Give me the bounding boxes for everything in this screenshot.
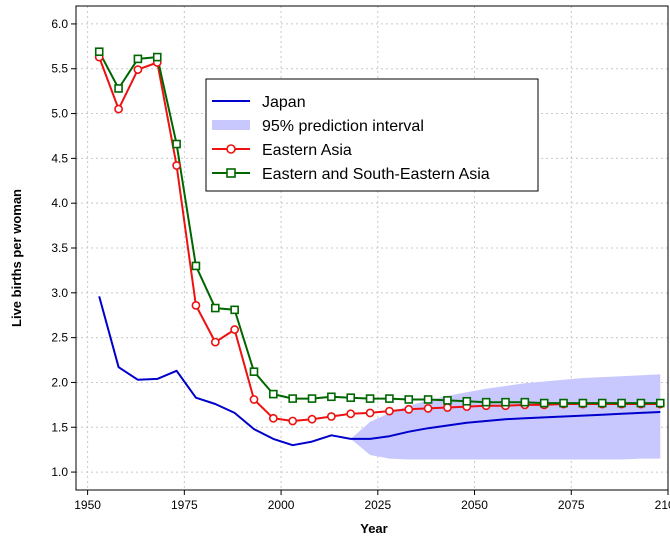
y-tick-label: 5.0: [51, 107, 68, 121]
series-point: [191, 261, 201, 271]
series-point: [346, 409, 356, 419]
y-axis-title: Live births per woman: [9, 189, 24, 327]
series-point: [539, 398, 549, 408]
series-point: [404, 395, 414, 404]
series-markers-layer: [94, 47, 665, 426]
legend-label: Eastern Asia: [262, 142, 352, 159]
x-tick-label: 2025: [364, 498, 391, 512]
legend-marker-square: [226, 168, 236, 178]
series-point: [481, 397, 491, 407]
series-point: [365, 408, 375, 418]
series-point: [191, 300, 201, 310]
x-axis-title: Year: [360, 521, 387, 536]
y-tick-label: 6.0: [51, 17, 68, 31]
series-point: [114, 104, 123, 114]
series-point: [520, 397, 530, 407]
series-point: [655, 398, 665, 408]
series-point: [636, 398, 646, 408]
series-point: [346, 393, 356, 402]
series-point: [307, 394, 317, 403]
series-point: [230, 305, 239, 315]
series-point: [249, 367, 259, 376]
x-tick-label: 2050: [461, 498, 488, 512]
series-point: [249, 395, 259, 404]
series-point: [114, 84, 123, 93]
series-point: [288, 416, 298, 426]
series-point: [462, 396, 472, 406]
series-point: [578, 398, 588, 408]
y-tick-label: 3.5: [51, 241, 68, 255]
x-tick-label: 2100: [655, 498, 670, 512]
series-point: [385, 406, 394, 416]
legend-box: [205, 78, 539, 192]
series-point: [326, 412, 336, 421]
series-point: [443, 396, 452, 405]
y-tick-label: 3.0: [51, 286, 68, 300]
legend-label: 95% prediction interval: [262, 118, 424, 135]
series-point: [385, 394, 394, 403]
series-point: [172, 139, 181, 149]
series-point: [327, 392, 336, 402]
y-tick-label: 1.5: [51, 420, 68, 434]
series-line-0: [98, 296, 661, 447]
y-tick-label: 5.5: [51, 62, 68, 76]
series-point: [443, 403, 452, 412]
legend-label: Eastern and South-Eastern Asia: [262, 166, 490, 183]
series-point: [423, 395, 433, 404]
x-tick-label: 2000: [268, 498, 295, 512]
series-point: [597, 398, 607, 408]
legend: Japan 95% prediction interval Eastern Asia…: [205, 78, 539, 192]
y-tick-label: 1.0: [51, 465, 68, 479]
y-tick-label: 4.0: [51, 196, 68, 210]
series-point: [268, 413, 278, 423]
series-point: [423, 404, 433, 413]
series-point: [210, 303, 220, 313]
legend-label: Japan: [262, 94, 306, 111]
series-point: [307, 414, 317, 424]
series-point: [288, 394, 297, 403]
series-point: [559, 398, 568, 408]
series-point: [501, 397, 510, 407]
series-point: [404, 404, 414, 414]
x-tick-label: 2075: [558, 498, 585, 512]
series-point: [365, 394, 375, 403]
prediction-interval-layer: [350, 374, 661, 460]
series-point: [152, 52, 162, 62]
legend-marker-circle: [226, 144, 236, 154]
y-tick-label: 2.5: [51, 331, 68, 345]
axes-layer: 1.0 1.5 2.0 2.5 3.0 3.5 4.0 4.5 5.0 5.5 6.0 1950 197…: [51, 17, 670, 512]
series-point: [210, 337, 220, 347]
series-point: [133, 54, 143, 64]
prediction-interval-band: [350, 374, 661, 460]
x-tick-label: 1975: [171, 498, 198, 512]
y-tick-label: 2.0: [51, 375, 68, 389]
series-point: [269, 389, 278, 399]
x-tick-label: 1950: [74, 498, 101, 512]
series-point: [230, 325, 240, 334]
y-tick-label: 4.5: [51, 151, 68, 165]
series-point: [172, 161, 182, 170]
series-point: [617, 398, 626, 408]
series-point: [133, 65, 143, 75]
series-point: [94, 47, 104, 57]
